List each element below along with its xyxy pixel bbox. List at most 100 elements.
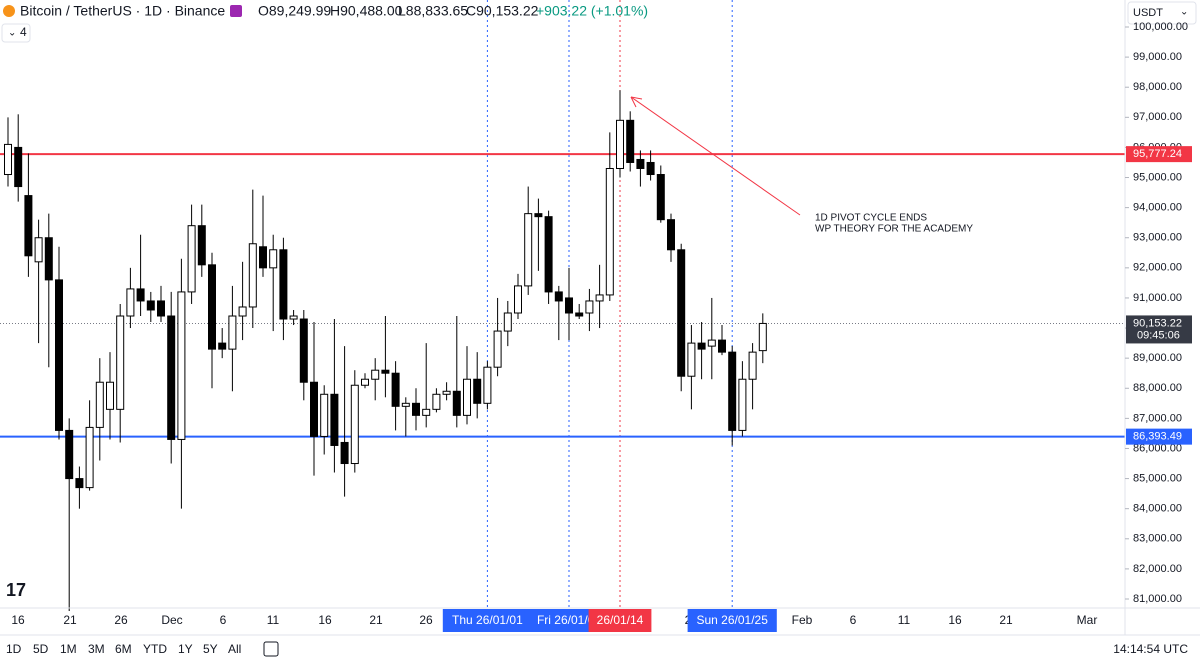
- x-tick-label: 26: [419, 613, 433, 627]
- candle-body: [605, 167, 614, 296]
- candle: [636, 150, 645, 187]
- candle-body: [514, 285, 522, 314]
- indicator-toggle[interactable]: [1, 23, 31, 43]
- candle: [687, 325, 696, 410]
- candle: [514, 273, 522, 320]
- axes: 81,000.00 82,000.00 83,000.00 84,000.00 85,0…: [11, 21, 1192, 632]
- candle-body: [208, 264, 216, 350]
- candle: [350, 370, 359, 473]
- candle: [116, 303, 125, 443]
- candle-body: [565, 297, 573, 314]
- x-tick-label: 21: [63, 613, 77, 627]
- countdown: 09:45:06: [1137, 329, 1180, 341]
- x-tick-label: 16: [11, 613, 25, 627]
- candle-body: [758, 322, 767, 352]
- currency-button[interactable]: [1127, 1, 1197, 25]
- y-tick-label: 91,000.00: [1133, 292, 1182, 304]
- candle: [758, 313, 767, 364]
- candle: [177, 258, 186, 509]
- y-tick-label: 87,000.00: [1133, 412, 1182, 424]
- candle-body: [636, 158, 645, 169]
- header: Bitcoin / TetherUS · 1D · Binance O89,24…: [1, 1, 1197, 43]
- x-tick-label: 16: [318, 613, 332, 627]
- close: C90,153.22: [466, 3, 539, 19]
- candle: [259, 195, 267, 277]
- candle: [605, 132, 614, 301]
- candle-body: [432, 393, 441, 410]
- x-tick-label: 11: [267, 613, 280, 627]
- y-tick-label: 100,000.00: [1133, 21, 1188, 33]
- candle-body: [412, 402, 420, 416]
- candle: [554, 285, 563, 341]
- chevron: ⌄: [8, 28, 16, 39]
- candle: [656, 165, 665, 223]
- candle-body: [299, 318, 308, 383]
- annotation-text: 1D PIVOT CYCLE ENDS: [815, 213, 927, 224]
- candle: [401, 397, 410, 437]
- candle-body: [503, 312, 512, 332]
- range-button[interactable]: YTD: [143, 642, 167, 656]
- candle: [677, 243, 686, 392]
- marker-badge: [442, 609, 532, 632]
- candle-body: [65, 429, 74, 480]
- candle: [381, 316, 390, 398]
- range-button[interactable]: 1D: [6, 642, 22, 656]
- candle: [503, 300, 512, 347]
- x-tick-label: 6: [220, 613, 227, 627]
- range-button[interactable]: 6M: [115, 642, 132, 656]
- candle-body: [677, 249, 686, 377]
- x-tick-label: 21: [369, 613, 383, 627]
- candle-body: [422, 408, 431, 416]
- candle: [238, 261, 247, 341]
- candle-body: [391, 372, 400, 407]
- candle-body: [738, 378, 747, 431]
- range-button[interactable]: 1M: [60, 642, 77, 656]
- candle-body: [126, 288, 135, 317]
- candle-body: [14, 146, 23, 188]
- candle-body: [534, 213, 543, 218]
- candle: [157, 285, 165, 323]
- range-button[interactable]: 5D: [33, 642, 49, 656]
- candle: [136, 234, 145, 317]
- candle: [146, 291, 155, 323]
- annotation-text: WP THEORY FOR THE ACADEMY: [815, 224, 973, 235]
- candle-body: [157, 300, 165, 317]
- candle-body: [707, 339, 716, 347]
- range-button[interactable]: 5Y: [203, 642, 218, 656]
- range-button[interactable]: 1Y: [178, 642, 193, 656]
- candle-body: [697, 342, 706, 350]
- candle: [24, 153, 33, 277]
- candle: [218, 328, 227, 359]
- y-tick-label: 98,000.00: [1133, 81, 1182, 93]
- y-tick-label: 88,000.00: [1133, 382, 1182, 394]
- candle-body: [646, 161, 655, 176]
- y-tick-label: 99,000.00: [1133, 51, 1182, 63]
- candle: [422, 343, 431, 428]
- marker-label: Thu 26/01/01: [452, 613, 523, 627]
- candle-body: [279, 249, 288, 320]
- range-button[interactable]: 3M: [88, 642, 105, 656]
- candle: [544, 210, 553, 304]
- y-tick-label: 93,000.00: [1133, 232, 1182, 244]
- y-tick-label: 82,000.00: [1133, 563, 1182, 575]
- candle: [55, 246, 63, 440]
- candle: [126, 267, 135, 329]
- marker-label: 26/01/14: [597, 613, 644, 627]
- candle: [197, 204, 206, 277]
- candle: [269, 234, 278, 332]
- candle-body: [218, 342, 227, 350]
- last-price-label: 90,153.22: [1133, 317, 1182, 329]
- y-tick-label: 94,000.00: [1133, 202, 1182, 214]
- x-tick-label: 6: [850, 613, 857, 627]
- candle: [14, 114, 23, 202]
- candle: [667, 213, 675, 262]
- candle-body: [350, 384, 359, 465]
- date-range-icon[interactable]: [263, 641, 279, 657]
- flag-icon[interactable]: [230, 5, 242, 17]
- range-button[interactable]: All: [228, 642, 241, 656]
- symbol-icon: [3, 5, 15, 17]
- candle-body: [544, 216, 553, 293]
- marker-badge: [588, 609, 652, 632]
- y-tick-label: 86,000.00: [1133, 442, 1182, 454]
